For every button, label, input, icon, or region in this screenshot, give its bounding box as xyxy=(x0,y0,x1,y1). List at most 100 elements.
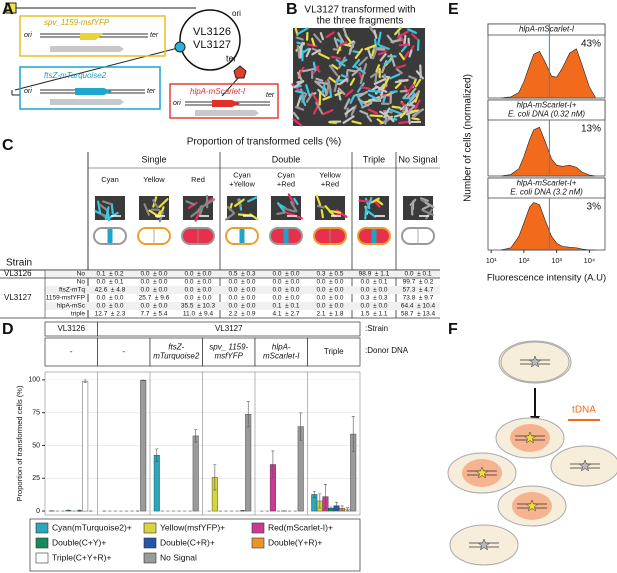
legend-label: Double(Y+R)+ xyxy=(268,537,322,547)
ftsz-ring xyxy=(283,229,289,243)
rod xyxy=(226,206,235,214)
table-cell: 0.0 ± 0.0 xyxy=(228,287,255,294)
donor-name: Triple xyxy=(324,347,344,356)
rod xyxy=(299,94,307,107)
rod xyxy=(315,194,322,207)
error-bar xyxy=(50,510,54,512)
rod xyxy=(420,197,429,202)
ter-label: ter xyxy=(266,92,275,99)
error-bar xyxy=(155,448,159,462)
donor-name: No xyxy=(77,271,86,278)
rod xyxy=(425,208,433,220)
error-bar xyxy=(312,491,316,498)
table-cell: 0.0 ± 0.0 xyxy=(360,303,387,310)
x-tick-label: 10² xyxy=(518,256,529,265)
rod xyxy=(337,89,342,101)
column-header: +Red xyxy=(321,179,339,188)
rod xyxy=(373,77,387,85)
donor-box xyxy=(149,337,203,367)
donor-name: msfYFP xyxy=(215,352,244,361)
error-bar xyxy=(329,506,333,510)
error-bar xyxy=(141,379,145,381)
rod xyxy=(414,78,422,88)
donor-name: ftsZ-mTq xyxy=(59,287,85,294)
bar xyxy=(192,435,199,512)
subplot-title-bg xyxy=(487,177,606,199)
gene xyxy=(75,88,112,95)
panel-b-title: the three fragments xyxy=(317,16,404,27)
table-cell: 42.6 ± 4.8 xyxy=(95,287,126,294)
row-shade xyxy=(45,286,440,294)
ori-label: ori xyxy=(232,9,241,18)
rod xyxy=(342,26,348,38)
bar xyxy=(82,381,89,512)
rod xyxy=(407,28,417,34)
star xyxy=(477,538,491,551)
rod xyxy=(348,43,354,55)
rod xyxy=(373,199,381,208)
rod xyxy=(351,120,362,125)
y-tick-label: 0 xyxy=(36,508,40,515)
donor-label: :Donor DNA xyxy=(365,346,409,355)
legend-swatch xyxy=(143,552,157,564)
subplot-title: E. coli DNA (3.2 nM) xyxy=(510,188,583,197)
table-cell: 0.0 ± 0.0 xyxy=(184,271,211,278)
donor-name: ftsZ- xyxy=(168,343,184,352)
percent-label: 43% xyxy=(581,39,601,50)
rod xyxy=(296,44,301,59)
ori-label: ori xyxy=(24,32,32,39)
construct-name: ftsZ-mTurquoise2 xyxy=(44,71,107,80)
subplot-title-bg xyxy=(487,23,606,36)
y-axis-label: Number of cells (normalized) xyxy=(463,74,474,202)
rod xyxy=(391,105,402,109)
rod xyxy=(406,83,415,95)
table-cell: 12.7 ± 2.3 xyxy=(95,311,126,318)
rod xyxy=(367,108,378,115)
error-bar xyxy=(271,450,275,479)
rod xyxy=(247,196,258,203)
error-bar xyxy=(323,484,327,510)
rod xyxy=(289,200,298,213)
y-tick-label: 75 xyxy=(32,410,40,417)
legend-box xyxy=(29,518,361,572)
rod xyxy=(421,204,431,211)
rod xyxy=(358,199,370,203)
rod xyxy=(328,209,342,214)
rod xyxy=(331,64,339,70)
percent-label: 3% xyxy=(587,202,602,213)
rod xyxy=(409,198,417,206)
rod xyxy=(143,203,150,216)
table-cell: 0.0 ± 0.0 xyxy=(228,303,255,310)
red-box xyxy=(169,83,279,119)
table-cell: 0.0 ± 0.0 xyxy=(228,279,255,286)
table-cell: 73.8 ± 9.7 xyxy=(403,295,434,302)
rod xyxy=(376,118,384,125)
rod xyxy=(158,211,165,223)
table-cell: 0.0 ± 0.0 xyxy=(272,271,299,278)
error-bar xyxy=(241,509,245,512)
rod xyxy=(409,109,420,113)
rod xyxy=(401,104,407,113)
rod xyxy=(400,44,408,53)
donor-name: No xyxy=(77,279,86,286)
rod xyxy=(343,98,351,110)
panel-letter: E xyxy=(448,1,459,18)
rod xyxy=(399,109,408,119)
cyan-marker xyxy=(174,41,186,53)
strain-label: :Strain xyxy=(365,324,388,333)
rod xyxy=(398,52,405,61)
rod xyxy=(312,94,320,104)
subplot-title-bg xyxy=(487,99,606,121)
rod xyxy=(359,72,365,85)
rod xyxy=(375,95,385,103)
error-bar xyxy=(213,464,217,491)
rod xyxy=(321,83,326,95)
cells xyxy=(447,341,617,566)
rod xyxy=(369,70,381,79)
rod xyxy=(374,72,378,83)
construct-name: hlpA-mScarlet-I xyxy=(190,87,246,96)
table-cell: 1.5 ± 1.1 xyxy=(360,311,387,318)
rod xyxy=(372,46,387,50)
rod xyxy=(152,199,159,209)
legend-label: Double(C+R)+ xyxy=(160,537,215,547)
